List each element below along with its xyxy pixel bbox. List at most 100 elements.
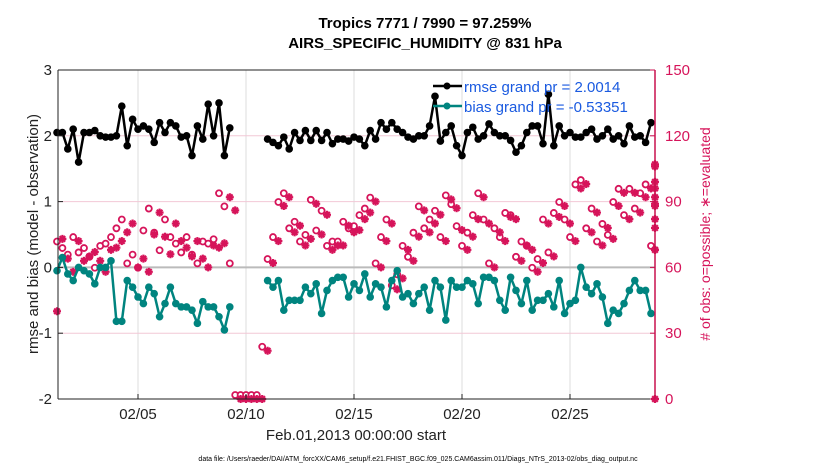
obs-possible-marker [112, 224, 121, 233]
obs-evaluated-marker [155, 208, 164, 217]
rmse-point [598, 132, 607, 140]
plot-series [53, 90, 659, 403]
rmse-point [577, 133, 585, 141]
rmse-point [301, 126, 310, 135]
bias-point [64, 270, 72, 278]
rmse-point [641, 138, 650, 147]
obs-evaluated-marker [522, 241, 531, 250]
obs-possible-marker [371, 259, 380, 268]
obs-possible-marker [215, 189, 223, 198]
bias-point [69, 276, 77, 285]
obs-evaluated-marker [598, 241, 607, 250]
obs-evaluated-marker [301, 241, 310, 250]
obs-evaluated-marker [614, 201, 623, 210]
rmse-point [128, 115, 137, 124]
obs-possible-marker [323, 241, 331, 250]
obs-possible-marker [490, 224, 499, 233]
bias-point [361, 270, 369, 278]
bias-point [199, 297, 207, 306]
rmse-point [328, 139, 337, 148]
y-tick-label: 0 [44, 259, 52, 276]
obs-evaluated-marker [587, 228, 596, 237]
obs-evaluated-marker [501, 237, 510, 246]
obs-possible-marker [269, 233, 277, 241]
bias-point [620, 299, 628, 308]
obs-possible-marker [587, 204, 596, 213]
obs-possible-marker [485, 259, 493, 268]
obs-evaluated-marker [539, 259, 547, 268]
obs-evaluated-marker [123, 228, 132, 237]
bias-point [134, 293, 142, 301]
bias-point [388, 276, 396, 285]
rmse-point [366, 126, 375, 135]
y-tick-label: -1 [39, 325, 52, 342]
y-tick-label: -2 [39, 391, 52, 408]
obs-evaluated-marker [549, 252, 558, 261]
bias-point [501, 306, 510, 314]
obs-evaluated-marker [490, 263, 499, 272]
rmse-point [501, 132, 510, 140]
obs-evaluated-marker [360, 215, 369, 224]
y-tick-label: 1 [44, 194, 52, 211]
bias-point [96, 263, 104, 272]
bias-point [593, 280, 601, 288]
obs-evaluated-marker [177, 237, 186, 246]
y2-tick-label: 150 [665, 62, 690, 79]
rmse-point [425, 122, 434, 130]
obs-possible-marker [468, 211, 477, 220]
bias-point [604, 319, 612, 328]
rmse-point [91, 126, 99, 135]
obs-possible-marker [566, 233, 574, 241]
obs-possible-marker [296, 237, 304, 246]
obs-evaluated-marker [74, 237, 83, 246]
rmse-point [118, 102, 126, 110]
bias-point [469, 280, 477, 288]
rmse-point [172, 122, 180, 130]
rmse-point [285, 145, 294, 153]
rmse-point [334, 135, 342, 143]
obs-evaluated-marker [198, 254, 207, 263]
obs-evaluated-marker [576, 184, 585, 193]
bias-point [334, 273, 342, 282]
rmse-point [647, 118, 655, 127]
obs-possible-marker [144, 204, 153, 213]
rmse-point [544, 90, 553, 99]
obs-possible-marker [474, 189, 483, 198]
obs-possible-marker [139, 226, 148, 235]
obs-evaluated-marker [458, 226, 466, 235]
y2-tick-label: 60 [665, 259, 682, 276]
obs-possible-marker [306, 195, 315, 204]
rmse-point [555, 122, 563, 130]
bias-point [496, 296, 504, 305]
bias-point [442, 316, 450, 324]
obs-evaluated-marker [328, 245, 337, 254]
obs-evaluated-marker [636, 208, 645, 217]
bias-point [452, 283, 461, 291]
rmse-point [539, 139, 547, 148]
bias-point [193, 319, 202, 328]
obs-evaluated-marker [382, 237, 391, 246]
bias-point [490, 276, 499, 285]
rmse-point [420, 132, 429, 140]
bias-point [118, 317, 126, 326]
obs-evaluated-marker [555, 212, 564, 221]
rmse-point [571, 133, 580, 141]
rmse-point [123, 141, 131, 150]
obs-evaluated-marker [85, 252, 94, 261]
obs-evaluated-marker [150, 230, 159, 239]
obs-possible-marker [593, 237, 601, 246]
x-tick-label: 02/25 [551, 406, 589, 423]
obs-possible-marker [360, 204, 369, 213]
obs-evaluated-marker [96, 256, 105, 265]
rmse-point [528, 122, 536, 130]
bias-point [479, 273, 488, 282]
rmse-point [53, 128, 61, 137]
obs-possible-marker [625, 184, 634, 193]
obs-evaluated-marker [231, 206, 240, 215]
legend: rmse grand pr = 2.0014 bias grand pr = -… [433, 79, 628, 116]
bias-point [150, 289, 158, 298]
obs-possible-marker [458, 241, 466, 250]
obs-possible-marker [161, 215, 169, 224]
bias-point [355, 286, 364, 295]
bias-point [404, 289, 412, 298]
